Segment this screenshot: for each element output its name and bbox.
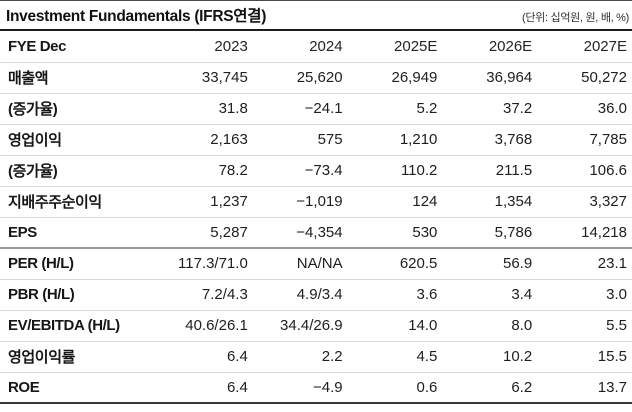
- table-body: 매출액 33,745 25,620 26,949 36,964 50,272 (증가율) 31…: [0, 62, 632, 404]
- table-row: ROE 6.4 −4.9 0.6 6.2 13.7: [0, 372, 632, 404]
- cell-value: 1,237: [158, 186, 253, 218]
- cell-value: 3.6: [347, 279, 443, 311]
- col-header-year: 2023: [158, 31, 253, 63]
- table-title-bar: Investment Fundamentals (IFRS연결) (단위: 십억…: [0, 1, 632, 31]
- cell-value: 14,218: [537, 217, 632, 249]
- table-row: PER (H/L) 117.3/71.0 NA/NA 620.5 56.9 23.1: [0, 248, 632, 280]
- cell-value: 620.5: [347, 248, 443, 280]
- cell-value: 0.6: [347, 372, 443, 404]
- cell-value: 1,354: [442, 186, 538, 218]
- cell-value: 3.4: [442, 279, 538, 311]
- row-label: EPS: [0, 217, 158, 249]
- table-header-row: FYE Dec 2023 2024 2025E 2026E 2027E: [0, 31, 632, 63]
- row-label: 지배주주순이익: [0, 186, 158, 218]
- row-label: 영업이익: [0, 124, 158, 156]
- cell-value: 7.2/4.3: [158, 279, 253, 311]
- cell-value: 7,785: [537, 124, 632, 156]
- col-header-label: FYE Dec: [0, 31, 158, 63]
- cell-value: 13.7: [537, 372, 632, 404]
- cell-value: 2,163: [158, 124, 253, 156]
- cell-value: 110.2: [347, 155, 443, 187]
- row-label: 영업이익률: [0, 341, 158, 373]
- cell-value: 36,964: [442, 62, 538, 94]
- col-header-year: 2025E: [347, 31, 443, 63]
- cell-value: NA/NA: [252, 248, 348, 280]
- table-row: EV/EBITDA (H/L) 40.6/26.1 34.4/26.9 14.0 8.0…: [0, 310, 632, 342]
- row-label: EV/EBITDA (H/L): [0, 310, 158, 342]
- cell-value: 124: [347, 186, 443, 218]
- cell-value: 4.9/3.4: [252, 279, 348, 311]
- table-row: (증가율) 78.2 −73.4 110.2 211.5 106.6: [0, 155, 632, 187]
- cell-value: 5.2: [347, 93, 443, 125]
- cell-value: 3.0: [537, 279, 632, 311]
- col-header-year: 2027E: [537, 31, 632, 63]
- unit-note: (단위: 십억원, 원, 배, %): [522, 12, 629, 24]
- cell-value: 78.2: [158, 155, 253, 187]
- cell-value: 1,210: [347, 124, 443, 156]
- table-row: 영업이익률 6.4 2.2 4.5 10.2 15.5: [0, 341, 632, 373]
- cell-value: −73.4: [252, 155, 348, 187]
- cell-value: 23.1: [537, 248, 632, 280]
- cell-value: 117.3/71.0: [158, 248, 253, 280]
- row-label: PBR (H/L): [0, 279, 158, 311]
- cell-value: 6.2: [442, 372, 538, 404]
- cell-value: 50,272: [537, 62, 632, 94]
- row-label: 매출액: [0, 62, 158, 94]
- row-label: (증가율): [0, 93, 158, 125]
- cell-value: 5,786: [442, 217, 538, 249]
- cell-value: 5,287: [158, 217, 253, 249]
- table-row: 영업이익 2,163 575 1,210 3,768 7,785: [0, 124, 632, 156]
- table-row: 지배주주순이익 1,237 −1,019 124 1,354 3,327: [0, 186, 632, 218]
- cell-value: 3,768: [442, 124, 538, 156]
- table-row: EPS 5,287 −4,354 530 5,786 14,218: [0, 217, 632, 249]
- cell-value: 530: [347, 217, 443, 249]
- table-row: 매출액 33,745 25,620 26,949 36,964 50,272: [0, 62, 632, 94]
- cell-value: −24.1: [252, 93, 348, 125]
- cell-value: −1,019: [252, 186, 348, 218]
- cell-value: 106.6: [537, 155, 632, 187]
- table-title: Investment Fundamentals (IFRS연결): [6, 8, 267, 25]
- cell-value: −4,354: [252, 217, 348, 249]
- cell-value: 15.5: [537, 341, 632, 373]
- cell-value: 3,327: [537, 186, 632, 218]
- row-label: ROE: [0, 372, 158, 404]
- col-header-year: 2024: [252, 31, 348, 63]
- cell-value: 25,620: [252, 62, 348, 94]
- cell-value: 211.5: [442, 155, 538, 187]
- cell-value: 56.9: [442, 248, 538, 280]
- cell-value: 4.5: [347, 341, 443, 373]
- cell-value: 2.2: [252, 341, 348, 373]
- cell-value: 575: [252, 124, 348, 156]
- cell-value: −4.9: [252, 372, 348, 404]
- cell-value: 6.4: [158, 372, 253, 404]
- cell-value: 36.0: [537, 93, 632, 125]
- col-header-year: 2026E: [442, 31, 538, 63]
- cell-value: 40.6/26.1: [158, 310, 253, 342]
- cell-value: 26,949: [347, 62, 443, 94]
- cell-value: 14.0: [347, 310, 443, 342]
- row-label: PER (H/L): [0, 248, 158, 280]
- cell-value: 6.4: [158, 341, 253, 373]
- cell-value: 33,745: [158, 62, 253, 94]
- cell-value: 31.8: [158, 93, 253, 125]
- cell-value: 37.2: [442, 93, 538, 125]
- table-row: (증가율) 31.8 −24.1 5.2 37.2 36.0: [0, 93, 632, 125]
- row-label: (증가율): [0, 155, 158, 187]
- cell-value: 5.5: [537, 310, 632, 342]
- fundamentals-table: FYE Dec 2023 2024 2025E 2026E 2027E 매출액 33,745…: [0, 31, 632, 404]
- cell-value: 34.4/26.9: [252, 310, 348, 342]
- cell-value: 10.2: [442, 341, 538, 373]
- cell-value: 8.0: [442, 310, 538, 342]
- table-row: PBR (H/L) 7.2/4.3 4.9/3.4 3.6 3.4 3.0: [0, 279, 632, 311]
